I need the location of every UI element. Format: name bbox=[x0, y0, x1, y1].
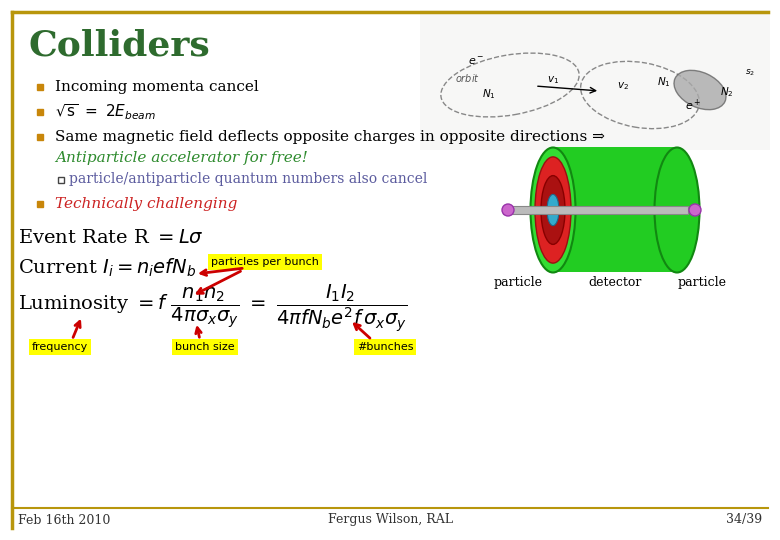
Ellipse shape bbox=[674, 70, 726, 110]
Text: $v_2$: $v_2$ bbox=[617, 80, 629, 92]
Text: bunch size: bunch size bbox=[176, 342, 235, 352]
Bar bbox=[553, 147, 678, 272]
Text: Feb 16th 2010: Feb 16th 2010 bbox=[18, 514, 111, 526]
Circle shape bbox=[689, 204, 701, 216]
Text: Same magnetic field deflects opposite charges in opposite directions ⇒: Same magnetic field deflects opposite ch… bbox=[55, 130, 604, 144]
Text: 34/39: 34/39 bbox=[726, 514, 762, 526]
Bar bbox=[420, 10, 770, 150]
Text: Colliders: Colliders bbox=[28, 28, 210, 62]
Bar bbox=[503, 206, 688, 214]
Text: Luminosity $= f\ \dfrac{n_1 n_2}{4\pi\sigma_x\sigma_y}\ =\ \dfrac{I_1 I_2}{4\pi : Luminosity $= f\ \dfrac{n_1 n_2}{4\pi\si… bbox=[18, 282, 407, 334]
Circle shape bbox=[502, 204, 514, 216]
Text: Antiparticle accelerator for free!: Antiparticle accelerator for free! bbox=[55, 151, 308, 165]
Text: particle/antiparticle quantum numbers also cancel: particle/antiparticle quantum numbers al… bbox=[69, 172, 427, 186]
Ellipse shape bbox=[541, 176, 565, 245]
Text: Technically challenging: Technically challenging bbox=[55, 197, 237, 211]
Text: Current $I_i = n_i efN_b$: Current $I_i = n_i efN_b$ bbox=[18, 257, 197, 279]
Ellipse shape bbox=[547, 194, 559, 226]
Text: $orbit$: $orbit$ bbox=[455, 72, 480, 84]
Text: #bunches: #bunches bbox=[356, 342, 413, 352]
Text: $v_1$: $v_1$ bbox=[547, 74, 559, 86]
Text: $s_2$: $s_2$ bbox=[745, 68, 755, 78]
Text: $N_2$: $N_2$ bbox=[720, 85, 734, 99]
Bar bbox=[37, 109, 43, 115]
Text: frequency: frequency bbox=[32, 342, 88, 352]
Text: Event Rate R $= L\sigma$: Event Rate R $= L\sigma$ bbox=[18, 229, 204, 247]
Text: particles per bunch: particles per bunch bbox=[211, 257, 319, 267]
Text: Incoming momenta cancel: Incoming momenta cancel bbox=[55, 80, 259, 94]
Text: Fergus Wilson, RAL: Fergus Wilson, RAL bbox=[328, 514, 452, 526]
Text: particle: particle bbox=[494, 276, 543, 289]
Bar bbox=[37, 134, 43, 140]
Text: $e^+$: $e^+$ bbox=[685, 98, 701, 113]
Text: $N_1$: $N_1$ bbox=[657, 75, 671, 89]
Bar bbox=[37, 84, 43, 90]
Bar bbox=[37, 201, 43, 207]
Text: $e^-$: $e^-$ bbox=[468, 56, 484, 67]
Text: $N_1$: $N_1$ bbox=[482, 87, 496, 101]
Ellipse shape bbox=[654, 147, 700, 273]
Text: $\sqrt{\mathrm{s}}\ =\ 2E_{beam}$: $\sqrt{\mathrm{s}}\ =\ 2E_{beam}$ bbox=[55, 102, 156, 122]
Bar bbox=[58, 177, 64, 183]
Ellipse shape bbox=[530, 147, 576, 273]
Text: particle: particle bbox=[678, 276, 726, 289]
Text: detector: detector bbox=[588, 276, 642, 289]
Ellipse shape bbox=[535, 157, 571, 263]
